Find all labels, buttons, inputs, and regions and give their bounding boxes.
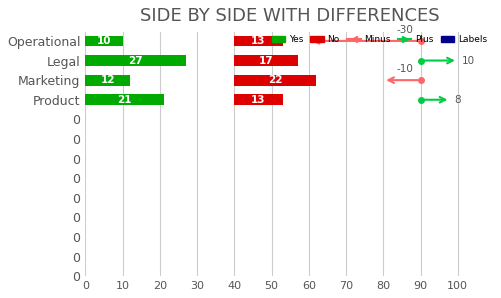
Text: 8: 8	[453, 95, 460, 105]
Text: 22: 22	[268, 75, 282, 85]
Text: 13: 13	[251, 36, 265, 46]
Text: 10: 10	[97, 36, 111, 46]
Bar	[85, 94, 163, 105]
Text: 17: 17	[258, 55, 273, 66]
Text: 12: 12	[100, 75, 115, 85]
Text: 10: 10	[460, 55, 474, 66]
Bar	[85, 35, 122, 46]
Bar	[234, 75, 316, 86]
Text: 27: 27	[128, 55, 143, 66]
Text: -10: -10	[395, 64, 412, 74]
Bar	[234, 94, 282, 105]
Bar	[85, 75, 130, 86]
Legend: Yes, No, Minus, Plus, Labels: Yes, No, Minus, Plus, Labels	[268, 32, 489, 48]
Text: 21: 21	[117, 95, 131, 105]
Bar	[234, 55, 297, 66]
Bar	[85, 55, 185, 66]
Text: 13: 13	[251, 95, 265, 105]
Bar	[234, 35, 282, 46]
Title: SIDE BY SIDE WITH DIFFERENCES: SIDE BY SIDE WITH DIFFERENCES	[140, 7, 439, 25]
Text: -30: -30	[395, 25, 412, 35]
